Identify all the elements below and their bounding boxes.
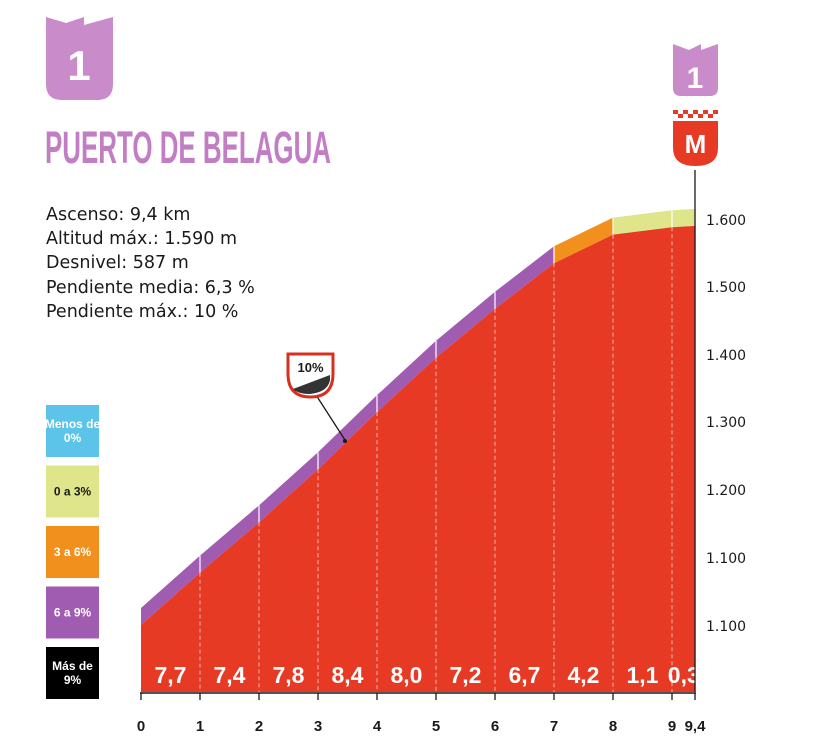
legend-swatch [46, 586, 99, 639]
climb-stats: Ascenso: 9,4 km Altitud máx.: 1.590 m De… [46, 203, 255, 324]
altitude-tick-label: 1.600 [706, 213, 746, 229]
distance-tick-label: 7 [550, 718, 558, 735]
stat-elevation-gain: Desnivel: 587 m [46, 253, 189, 274]
profile-layer: 7,7 7,4 7,8 8,4 8,0 7,2 6,7 4,2 1,1 0,3 [141, 208, 700, 692]
summit-badge-shape [673, 44, 718, 96]
distance-tick-label: 8 [609, 718, 617, 735]
stat-average-gradient: Pendiente media: 6,3 % [46, 277, 255, 298]
legend-label: 3 a 6% [54, 545, 92, 559]
distance-tick-label: 6 [491, 718, 499, 735]
stat-max-altitude: Altitud máx.: 1.590 m [46, 229, 238, 250]
distance-tick-label: 9,4 [685, 718, 707, 735]
legend-label: Más de 9% [52, 659, 93, 687]
legend-item: 0 a 3% [46, 465, 99, 518]
category-badge-number: 1 [67, 42, 90, 89]
gradient-band-segment [141, 555, 200, 625]
distance-tick-label: 5 [432, 718, 440, 735]
legend-label: 6 a 9% [54, 606, 92, 620]
max-gradient-leader [315, 394, 346, 441]
gradient-band-segment [259, 452, 318, 523]
legend-item: Más de 9% [46, 647, 99, 699]
legend-label: 0 a 3% [54, 485, 92, 499]
distance-tick-label: 0 [137, 718, 145, 735]
legend-swatch [46, 647, 99, 699]
stat-max-gradient: Pendiente máx.: 10 % [46, 301, 239, 322]
legend-swatch [46, 465, 99, 518]
legend-label-line: Menos de [45, 417, 101, 431]
altitude-tick-label: 1.100 [706, 619, 746, 635]
stat-ascent: Ascenso: 9,4 km [46, 205, 191, 225]
altitude-tick-label: 1.400 [706, 348, 746, 364]
summit-marker-letter: M [685, 129, 707, 159]
gradient-band-segment [436, 291, 495, 358]
legend-label-line: 6 a 9% [54, 606, 92, 620]
legend-label-line: 9% [64, 673, 82, 687]
segment-gradient-label: 7,4 [214, 662, 246, 688]
gradient-band-segment [318, 395, 377, 470]
legend-label-line: 0 a 3% [54, 485, 92, 499]
gradient-band-segment [672, 208, 696, 228]
profile-area [141, 225, 696, 692]
max-gradient-dot [343, 439, 347, 443]
legend-label-line: Más de [52, 659, 93, 673]
summit-category-badge: 1 [673, 44, 718, 96]
segment-gradient-label: 1,1 [627, 662, 659, 688]
segment-gradient-label: 6,7 [509, 662, 541, 688]
summit-marker-shape [673, 121, 718, 166]
gradient-band-segment [613, 210, 672, 235]
gradient-band-segment [200, 505, 259, 573]
segment-gradient-label: 4,2 [568, 662, 600, 688]
max-gradient-badge: 10% [286, 352, 347, 443]
distance-tick-label: 1 [196, 718, 204, 735]
altitude-tick-label: 1.200 [706, 483, 746, 499]
checkered-strip-icon [673, 110, 718, 118]
summit-badge-number: 1 [687, 62, 704, 95]
distance-tick-label: 4 [373, 718, 382, 735]
legend-item: 3 a 6% [46, 526, 99, 578]
category-badge-shape [46, 17, 113, 100]
summit-marker: M [673, 110, 718, 166]
legend-swatch [46, 526, 99, 578]
segment-gradient-label: 8,0 [391, 662, 423, 688]
legend-label-line: 3 a 6% [54, 545, 92, 559]
legend-label: Menos de 0% [45, 417, 101, 445]
legend-label-line: 0% [64, 431, 82, 445]
gradient-band-segment [377, 340, 436, 413]
max-gradient-label: 10% [297, 360, 323, 375]
gradient-band-segment [495, 246, 554, 309]
climb-title: PUERTO DE BELAGUA [45, 122, 331, 173]
legend-swatch [46, 405, 99, 457]
distance-tick-label: 3 [314, 718, 322, 735]
altitude-tick-label: 1.500 [706, 280, 746, 296]
legend-item: Menos de 0% [45, 405, 101, 457]
segment-gradient-label: 7,7 [155, 662, 187, 688]
segment-gradient-label: 7,2 [450, 662, 482, 688]
distance-tick-label: 2 [255, 718, 263, 735]
distance-tick-label: 9 [668, 718, 676, 735]
altitude-tick-label: 1.300 [706, 415, 746, 431]
segment-gradient-label: 7,8 [273, 662, 305, 688]
altitude-tick-label: 1.100 [706, 551, 746, 567]
legend-item: 6 a 9% [46, 586, 99, 639]
axis-layer: 1.100 1.100 1.200 1.300 1.400 1.500 1.600 0 1 2 3 4… [45, 170, 746, 735]
gradient-band-segment [554, 217, 613, 264]
category-badge: 1 [46, 17, 113, 100]
gradient-wedge-icon [293, 375, 330, 394]
segment-gradient-label: 8,4 [332, 662, 364, 688]
